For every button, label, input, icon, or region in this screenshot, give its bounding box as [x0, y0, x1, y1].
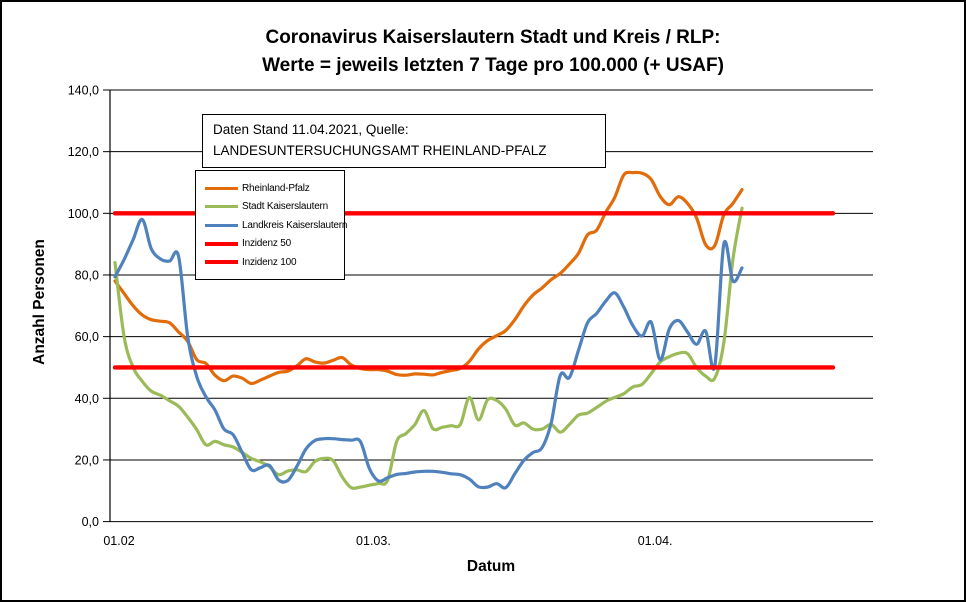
chart-title-line1: Coronavirus Kaiserslautern Stadt und Kre…: [265, 27, 721, 48]
y-tick-label: 40,0: [75, 392, 99, 406]
y-tick-label: 60,0: [75, 330, 99, 344]
chart-legend: Rheinland-Pfalz Stadt Kaiserslautern Lan…: [195, 170, 347, 280]
legend-item-stadt-kaiserslautern: Stadt Kaiserslautern: [205, 198, 340, 217]
legend-swatch-inzidenz-100: [205, 260, 238, 265]
legend-swatch-stadt-kaiserslautern: [205, 205, 238, 209]
data-source-textbox: Daten Stand 11.04.2021, Quelle: LANDESUN…: [202, 114, 606, 168]
legend-label: Inzidenz 100: [242, 256, 297, 268]
legend-swatch-landkreis-kaiserslautern: [205, 223, 238, 227]
y-tick-label: 120,0: [68, 145, 99, 159]
legend-swatch-rheinland-pfalz: [205, 186, 238, 190]
series-line-rheinland-pfalz: [113, 170, 744, 386]
legend-label: Stadt Kaiserslautern: [242, 201, 329, 213]
x-tick-label: 01.03.: [356, 534, 391, 548]
series-line-stadt-kaiserslautern: [113, 206, 744, 490]
legend-swatch-inzidenz-50: [205, 241, 238, 246]
legend-label: Rheinland-Pfalz: [242, 182, 310, 194]
y-tick-label: 140,0: [68, 84, 99, 98]
series-line-landkreis-kaiserslautern: [113, 217, 744, 490]
legend-item-rheinland-pfalz: Rheinland-Pfalz: [205, 179, 340, 198]
y-tick-label: 0,0: [82, 515, 99, 529]
legend-label: Landkreis Kaiserslautern: [242, 219, 348, 231]
y-tick-label: 100,0: [68, 207, 99, 221]
legend-item-inzidenz-50: Inzidenz 50: [205, 235, 340, 254]
legend-item-landkreis-kaiserslautern: Landkreis Kaiserslautern: [205, 216, 347, 235]
y-tick-label: 80,0: [75, 268, 99, 282]
chart-title-line2: Werte = jeweils letzten 7 Tage pro 100.0…: [262, 55, 724, 76]
y-tick-label: 20,0: [75, 453, 99, 467]
x-tick-label: 01.02: [103, 534, 134, 548]
legend-label: Inzidenz 50: [242, 238, 291, 250]
chart-title: Coronavirus Kaiserslautern Stadt und Kre…: [32, 24, 954, 80]
x-axis-title: Datum: [466, 558, 516, 575]
x-tick-label: 01.04.: [638, 534, 673, 548]
legend-item-inzidenz-100: Inzidenz 100: [205, 253, 340, 272]
